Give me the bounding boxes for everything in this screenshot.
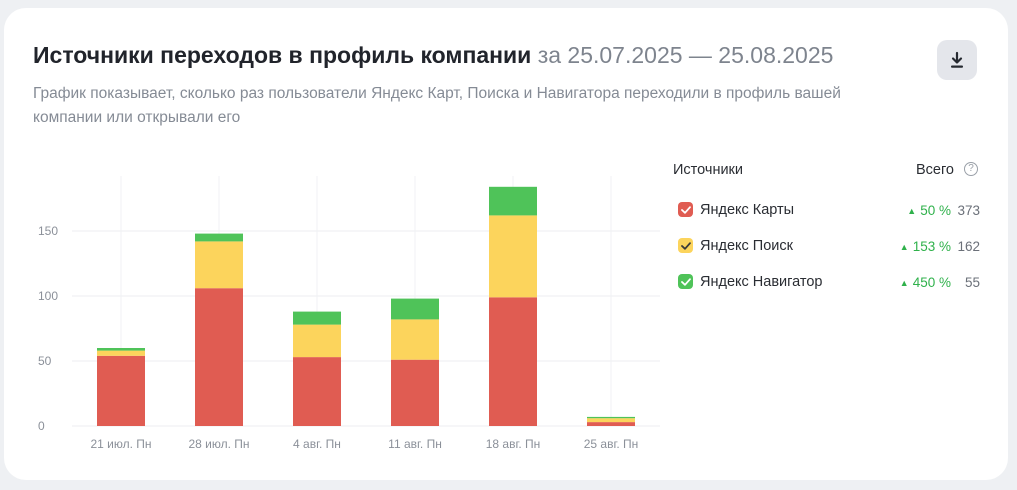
- bar-segment[interactable]: [195, 241, 243, 289]
- x-tick-label: 21 июл. Пн: [90, 437, 151, 451]
- bar-segment[interactable]: [391, 359, 439, 426]
- x-tick-label: 28 июл. Пн: [188, 437, 249, 451]
- bar-segment[interactable]: [97, 348, 145, 351]
- legend-sources-label: Источники: [673, 162, 744, 178]
- y-tick-label: 100: [38, 289, 58, 303]
- bar-segment[interactable]: [195, 233, 243, 242]
- legend-item[interactable]: Яндекс Поиск ▲ 153 % 162: [673, 238, 980, 274]
- page-title: Источники переходов в профиль компании з…: [33, 42, 833, 69]
- bar-segment[interactable]: [489, 186, 537, 216]
- change-badge: ▲ 153 %: [900, 239, 951, 254]
- x-tick-label: 11 авг. Пн: [388, 437, 442, 451]
- legend-item-label: Яндекс Навигатор: [700, 274, 823, 290]
- chart-description: График показывает, сколько раз пользоват…: [33, 85, 841, 126]
- y-tick-label: 0: [38, 419, 45, 433]
- sources-card: Источники переходов в профиль компании з…: [4, 8, 1008, 480]
- legend-item-total: 162: [957, 239, 980, 254]
- bar-segment[interactable]: [587, 418, 635, 423]
- change-value: 153 %: [912, 239, 951, 254]
- period-text: за 25.07.2025 — 25.08.2025: [537, 42, 834, 68]
- checkbox-icon[interactable]: [678, 274, 693, 289]
- legend-item[interactable]: Яндекс Карты ▲ 50 % 373: [673, 202, 980, 238]
- bar-segment[interactable]: [587, 422, 635, 426]
- bar-segment[interactable]: [195, 288, 243, 426]
- legend-item-label: Яндекс Поиск: [700, 238, 793, 254]
- bar-segment[interactable]: [293, 324, 341, 358]
- bar-segment[interactable]: [489, 297, 537, 426]
- change-badge: ▲ 50 %: [907, 203, 951, 218]
- change-badge: ▲ 450 %: [900, 275, 951, 290]
- bar-segment[interactable]: [293, 357, 341, 426]
- legend-header: Источники Всего ?: [673, 158, 980, 182]
- y-tick-label: 50: [38, 354, 52, 368]
- bar-segment[interactable]: [391, 319, 439, 360]
- change-value: 50 %: [920, 203, 951, 218]
- y-tick-label: 150: [38, 224, 58, 238]
- checkbox-icon[interactable]: [678, 238, 693, 253]
- bar-segment[interactable]: [489, 215, 537, 298]
- question-circle-icon[interactable]: ?: [964, 162, 978, 176]
- bar-chart: 0 50 100 150 21 июл. Пн 28 июл. Пн 4 авг. Пн 11…: [38, 176, 660, 451]
- bar-segment[interactable]: [97, 355, 145, 426]
- legend-item-total: 55: [964, 275, 980, 290]
- bar-segment[interactable]: [293, 311, 341, 325]
- bar-segment[interactable]: [391, 298, 439, 320]
- legend-item-label: Яндекс Карты: [700, 202, 795, 218]
- download-icon: [951, 51, 963, 68]
- download-button[interactable]: [937, 40, 977, 80]
- checkbox-icon[interactable]: [678, 202, 693, 217]
- legend: Источники Всего ? Яндекс Карты ▲ 50 % 373 Ян…: [673, 158, 980, 310]
- arrow-up-icon: ▲: [899, 278, 909, 288]
- legend-item[interactable]: Яндекс Навигатор ▲ 450 % 55: [673, 274, 980, 310]
- x-tick-label: 4 авг. Пн: [293, 437, 341, 451]
- x-tick-label: 25 авг. Пн: [584, 437, 639, 451]
- x-tick-label: 18 авг. Пн: [486, 437, 541, 451]
- legend-item-total: 373: [957, 203, 980, 218]
- bar-segment[interactable]: [97, 350, 145, 356]
- arrow-up-icon: ▲: [907, 206, 917, 216]
- change-value: 450 %: [912, 275, 951, 290]
- title-text: Источники переходов в профиль компании: [33, 42, 532, 68]
- arrow-up-icon: ▲: [899, 242, 909, 252]
- bar-segment[interactable]: [587, 416, 635, 419]
- legend-total-label: Всего: [915, 162, 954, 178]
